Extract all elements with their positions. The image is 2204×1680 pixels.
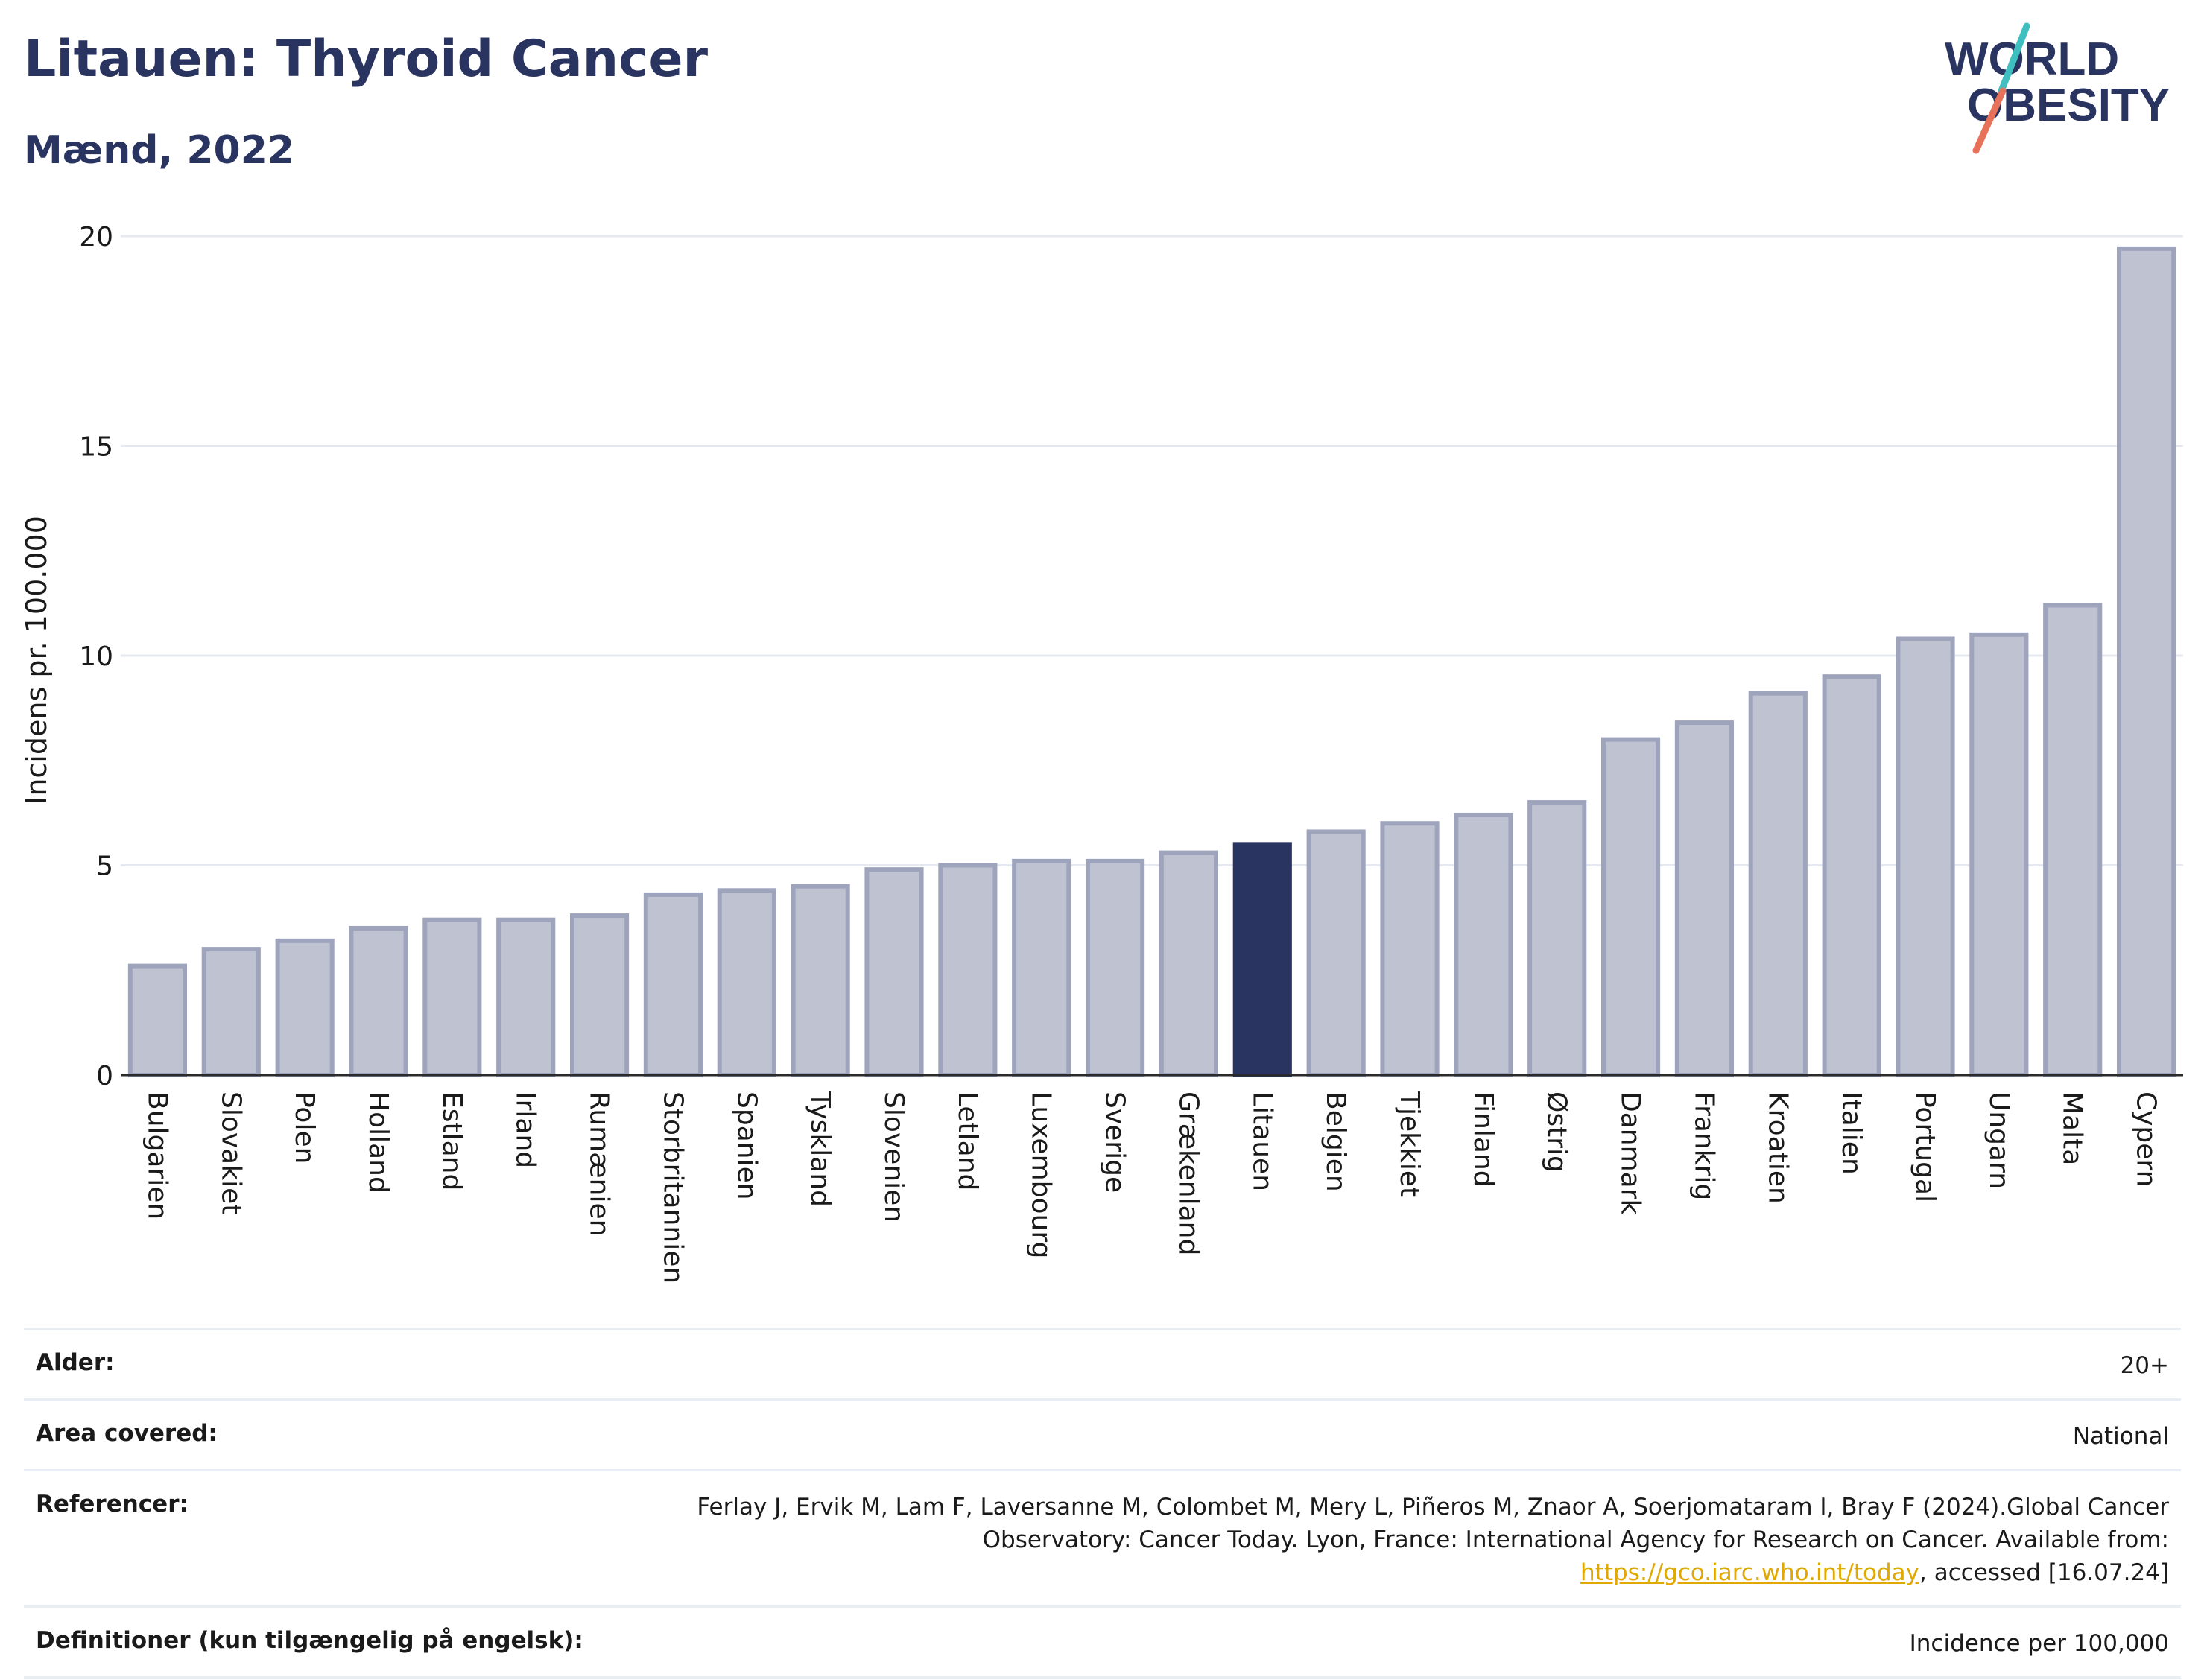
x-tick-label: Danmark	[1615, 1091, 1646, 1215]
bar-chart: 0 5 10 15 20 Bulgarien Slovakiet Polen Holland E…	[20, 222, 2183, 1284]
bar-grækenland	[1159, 850, 1219, 1077]
logo-accent-teal	[1998, 22, 2030, 95]
bar-spanien	[717, 888, 776, 1078]
x-tick-label: Kroatien	[1762, 1091, 1793, 1204]
logo-line-1: WORLD	[1945, 34, 2119, 85]
bar-danmark	[1600, 737, 1661, 1077]
x-tick-label: Holland	[363, 1091, 393, 1194]
x-tick-label: Estland	[437, 1091, 467, 1191]
x-tick-label: Italien	[1836, 1091, 1866, 1175]
world-obesity-logo: WORLD OBESITY	[1945, 22, 2170, 154]
bar-bulgarien	[127, 963, 188, 1077]
bar-letland	[938, 863, 998, 1077]
bar-kroatien	[1748, 691, 1808, 1077]
x-tick-label: Tjekkiet	[1394, 1091, 1425, 1197]
bar-finland	[1454, 812, 1513, 1077]
x-tick-label: Portugal	[1910, 1091, 1940, 1202]
x-tick-label: Rumænien	[584, 1091, 615, 1236]
x-tick-label: Irland	[510, 1091, 541, 1168]
bar-polen	[275, 938, 335, 1078]
y-tick-label: 10	[79, 641, 113, 672]
references-accessed: , accessed [16.07.24]	[1919, 1559, 2169, 1586]
age-value: 20+	[2120, 1352, 2169, 1379]
references-text: Ferlay J, Ervik M, Lam F, Laversanne M, …	[697, 1494, 2169, 1553]
meta-row-age: Alder: 20+	[24, 1328, 2181, 1398]
bar-slovakiet	[201, 947, 261, 1077]
bar-malta	[2043, 603, 2103, 1077]
x-tick-label: Slovakiet	[215, 1091, 246, 1214]
y-tick-label: 0	[96, 1061, 113, 1091]
logo-accent-coral	[1972, 87, 2007, 154]
x-tick-labels: Bulgarien Slovakiet Polen Holland Estland Irl…	[142, 1091, 2161, 1284]
x-tick-label: Spanien	[731, 1091, 761, 1200]
references-link[interactable]: https://gco.iarc.who.int/today	[1580, 1559, 1919, 1586]
bar-rumænien	[569, 913, 630, 1077]
area-value: National	[2072, 1423, 2169, 1450]
bar-holland	[349, 925, 408, 1078]
age-label: Alder:	[36, 1349, 115, 1376]
bar-irland	[496, 917, 556, 1077]
bar-tjekkiet	[1380, 821, 1440, 1077]
x-tick-label: Polen	[289, 1091, 320, 1164]
bar-litauen	[1232, 842, 1292, 1077]
area-label: Area covered:	[36, 1420, 218, 1447]
y-tick-label: 15	[79, 432, 113, 463]
bar-østrig	[1527, 800, 1587, 1077]
definitions-label: Definitioner (kun tilgængelig på engelsk…	[36, 1627, 583, 1654]
y-tick-labels: 0 5 10 15 20	[79, 222, 113, 1091]
x-tick-label: Tyskland	[805, 1091, 835, 1207]
y-axis-label: Incidens pr. 100.000	[20, 516, 53, 805]
bars	[127, 246, 2176, 1078]
x-tick-label: Belgien	[1320, 1091, 1351, 1192]
meta-row-area: Area covered: National	[24, 1398, 2181, 1469]
x-tick-label: Slovenien	[878, 1091, 909, 1223]
meta-row-references: Referencer: Ferlay J, Ervik M, Lam F, La…	[24, 1469, 2181, 1605]
bar-italien	[1822, 674, 1881, 1077]
bar-belgien	[1306, 829, 1366, 1078]
y-tick-label: 5	[96, 852, 113, 882]
x-tick-label: Finland	[1468, 1091, 1498, 1188]
x-tick-label: Letland	[952, 1091, 983, 1191]
bar-luxembourg	[1012, 858, 1071, 1077]
x-tick-label: Ungarn	[1983, 1091, 2014, 1189]
metadata-table: Alder: 20+ Area covered: National Refere…	[24, 1328, 2181, 1679]
x-tick-label: Bulgarien	[142, 1091, 172, 1220]
x-tick-label: Grækenland	[1173, 1091, 1203, 1255]
bar-portugal	[1896, 636, 1955, 1077]
bar-slovenien	[864, 867, 924, 1077]
x-tick-label: Cypern	[2131, 1091, 2162, 1187]
bar-frankrig	[1674, 720, 1735, 1078]
x-tick-label: Luxembourg	[1026, 1091, 1057, 1258]
page-title: Litauen: Thyroid Cancer	[24, 30, 709, 89]
y-tick-label: 20	[79, 222, 113, 253]
references-label: Referencer:	[36, 1491, 189, 1518]
bar-cypern	[2116, 246, 2176, 1077]
x-tick-label: Litauen	[1247, 1091, 1277, 1191]
x-tick-label: Frankrig	[1688, 1091, 1719, 1200]
x-tick-label: Sverige	[1100, 1091, 1130, 1193]
definitions-value: Incidence per 100,000	[1909, 1630, 2169, 1657]
bar-storbritannien	[643, 892, 703, 1077]
page-subtitle: Mænd, 2022	[24, 128, 295, 173]
meta-row-definitions: Definitioner (kun tilgængelig på engelsk…	[24, 1605, 2181, 1679]
references-value: Ferlay J, Ervik M, Lam F, Laversanne M, …	[642, 1491, 2169, 1589]
bar-estland	[422, 917, 482, 1077]
x-tick-label: Østrig	[1542, 1091, 1572, 1173]
bar-sverige	[1085, 858, 1145, 1077]
bar-ungarn	[1969, 632, 2029, 1077]
x-tick-label: Storbritannien	[657, 1091, 688, 1284]
x-tick-label: Malta	[2057, 1091, 2088, 1165]
bar-tyskland	[791, 884, 850, 1078]
